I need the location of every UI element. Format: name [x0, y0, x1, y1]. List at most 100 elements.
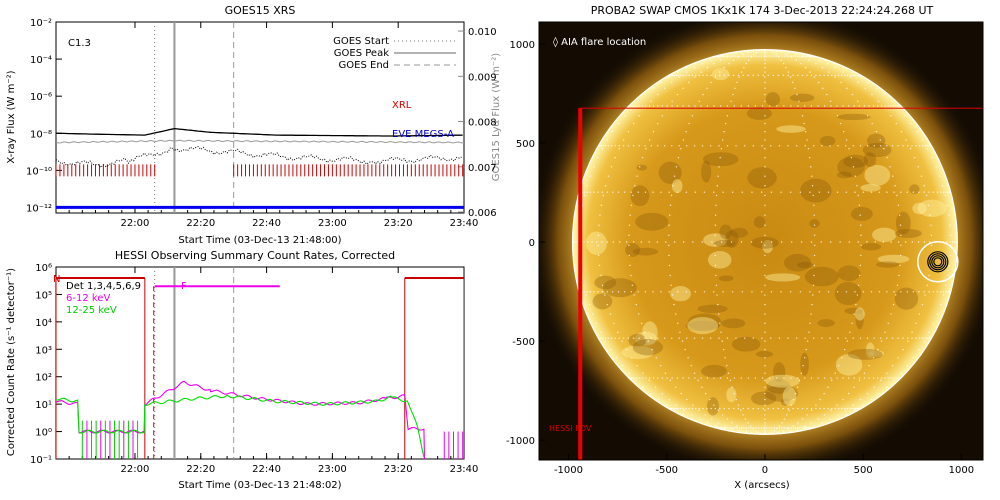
grid-dot: [732, 93, 734, 96]
swap-annotation: ◊ AIA flare location: [553, 36, 646, 48]
grid-dot: [717, 422, 720, 424]
grid-dot: [615, 357, 618, 359]
grid-dot: [680, 407, 682, 410]
grid-dot: [875, 130, 878, 133]
grid-dot: [742, 414, 744, 416]
grid-dot: [598, 254, 600, 257]
dark-region: [783, 253, 812, 272]
grid-dot: [694, 291, 697, 293]
grid-dot: [800, 241, 803, 243]
grid-dot: [782, 62, 785, 65]
grid-dot: [699, 418, 701, 420]
grid-dot: [836, 377, 838, 379]
grid-dot: [583, 284, 585, 286]
grid-dot: [764, 115, 766, 117]
grid-dot: [665, 241, 667, 243]
grid-dot: [632, 105, 634, 107]
grid-dot: [726, 418, 729, 420]
grid-dot: [805, 427, 807, 429]
grid-dot: [619, 241, 621, 243]
grid-dot: [923, 191, 925, 193]
grid-dot: [915, 145, 917, 147]
grid-dot: [815, 404, 817, 406]
grid-dot: [671, 337, 673, 339]
grid-dot: [892, 303, 895, 306]
y-tick-label: -1000: [506, 436, 535, 447]
grid-dot: [946, 241, 948, 243]
x-tick-label: 22:00: [121, 464, 150, 475]
grid-dot: [613, 322, 615, 324]
grid-dot: [671, 294, 674, 296]
grid-dot: [674, 409, 676, 411]
grid-dot: [728, 74, 730, 77]
grid-dot: [801, 53, 804, 56]
grid-dot: [862, 291, 865, 293]
grid-dot: [778, 55, 781, 57]
grid-dot: [775, 50, 778, 52]
grid-dot: [806, 407, 808, 410]
grid-dot: [735, 145, 737, 147]
grid-dot: [930, 244, 933, 247]
grid-dot: [709, 59, 712, 61]
grid-dot: [711, 241, 713, 243]
grid-dot: [776, 377, 778, 379]
grid-dot: [731, 291, 734, 293]
grid-dot: [846, 87, 848, 90]
grid-dot: [749, 425, 752, 427]
grid-dot: [724, 122, 727, 125]
grid-dot: [852, 166, 855, 168]
grid-dot: [831, 74, 833, 77]
grid-dot: [747, 422, 749, 424]
grid-dot: [845, 191, 848, 193]
grid-dot: [915, 322, 917, 324]
grid-dot: [924, 145, 926, 147]
flare-contour: [929, 253, 947, 271]
grid-dot: [845, 414, 848, 416]
grid-dot: [668, 254, 670, 257]
grid-dot: [786, 427, 788, 429]
grid-dot: [848, 241, 850, 243]
grid-dot: [660, 364, 662, 367]
grid-dot: [896, 194, 898, 197]
grid-dot: [747, 74, 749, 77]
grid-dot: [790, 291, 792, 293]
grid-dot: [764, 322, 766, 324]
grid-dot: [800, 55, 803, 57]
grid-dot: [846, 340, 849, 342]
grid-dot: [814, 244, 816, 247]
dark-region: [847, 348, 883, 360]
grid-dot: [808, 55, 810, 57]
grid-dot: [772, 407, 775, 410]
grid-dot: [812, 294, 814, 296]
grid-dot: [803, 55, 806, 57]
grid-dot: [890, 313, 892, 315]
dark-region: [702, 152, 739, 167]
grid-dot: [642, 386, 644, 388]
dark-region: [765, 92, 781, 107]
grid-dot: [645, 377, 647, 379]
grid-dot: [745, 62, 747, 65]
grid-dot: [879, 337, 882, 339]
grid-dot: [720, 331, 722, 334]
grid-dot: [781, 55, 783, 57]
grid-dot: [736, 55, 738, 57]
grid-dot: [768, 427, 770, 429]
grid-dot: [778, 145, 781, 147]
grid-dot: [627, 145, 630, 147]
series-label-xrl: XRL: [392, 100, 412, 111]
grid-dot: [700, 105, 702, 107]
grid-dot: [866, 241, 868, 243]
grid-dot: [896, 377, 899, 379]
grid-dot: [778, 425, 781, 427]
grid-dot: [715, 274, 717, 277]
grid-dot: [669, 204, 672, 206]
grid-dot: [657, 105, 659, 107]
grid-dot: [685, 130, 687, 133]
grid-dot: [681, 340, 684, 342]
grid-dot: [673, 407, 676, 410]
grid-dot: [815, 62, 817, 65]
grid-dot: [855, 303, 857, 306]
grid-dot: [648, 241, 650, 243]
grid-dot: [896, 284, 899, 286]
grid-dot: [849, 74, 851, 77]
